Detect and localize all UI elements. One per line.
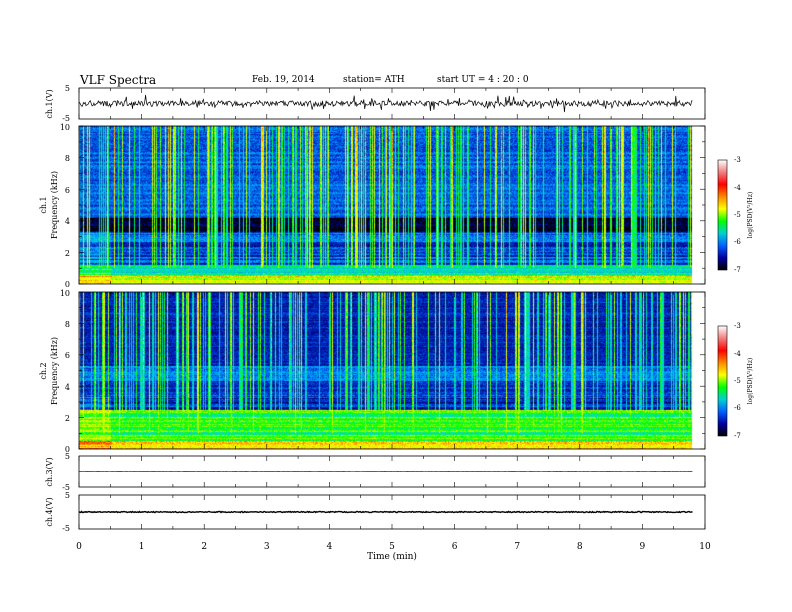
ch2-freq-ticks: 10 8 6 4 2 0 [60, 289, 70, 454]
ch2-cb-tick-3: -3 [734, 322, 741, 330]
ch4-waveform-panel: 5 -5 ch.4(V) [45, 491, 706, 533]
ch2-colorbar-label: log(PSD(V²/Hz) [747, 358, 754, 405]
ch1-ytick-top: 5 [65, 84, 70, 93]
ch1-spectrogram-panel: 10 8 6 4 2 0 ch.1 Frequency (kHz) [39, 123, 706, 289]
ch2-colorbar-scale [717, 325, 728, 437]
x-tick-6: 6 [452, 542, 458, 552]
ch1-channel-label: ch.1 [39, 196, 48, 213]
ch1-colorbar-scale [717, 159, 728, 271]
ch1-ytick-6: 6 [65, 186, 70, 195]
x-tick-2: 2 [201, 542, 207, 552]
ch2-ytick-4: 4 [65, 383, 70, 392]
ch4-ylabel: ch.4(V) [45, 497, 54, 526]
ch2-colorbar: -3 -4 -5 -6 -7 log(PSD(V²/Hz) [717, 322, 754, 440]
ch3-ytick-bottom: -5 [62, 483, 70, 492]
ch3-waveform-panel: 5 -5 ch.3(V) [45, 452, 706, 492]
time-tick-marks [78, 88, 706, 529]
x-axis: 0 1 2 3 4 5 6 7 8 9 10 Time (min) [76, 542, 711, 562]
ch2-cb-tick-4: -4 [734, 350, 741, 358]
ch1-cb-tick-6: -6 [734, 238, 741, 246]
ch1-colorbar-label: log(PSD(V²/Hz) [747, 192, 754, 239]
x-tick-1: 1 [139, 542, 145, 552]
x-tick-3: 3 [264, 542, 270, 552]
ch1-cb-tick-4: -4 [734, 184, 741, 192]
x-tick-0: 0 [76, 542, 82, 552]
ch1-cb-tick-3: -3 [734, 156, 741, 164]
ch1-ytick-4: 4 [65, 217, 70, 226]
ch4-ytick-top: 5 [65, 491, 70, 500]
ch1-ytick-8: 8 [65, 154, 70, 163]
ch1-frequency-label: Frequency (kHz) [50, 171, 59, 239]
ch1-ylabel: ch.1(V) [45, 89, 54, 118]
ch1-waveform-panel: 5 -5 ch.1(V) [45, 84, 706, 123]
ch2-ytick-0: 0 [65, 445, 70, 454]
ch2-spectrogram-panel: 10 8 6 4 2 0 ch.2 Frequency (kHz) [39, 289, 706, 454]
ch1-ytick-bottom: -5 [62, 114, 70, 123]
station-label: station= ATH [343, 75, 405, 85]
ch2-spectrogram-image [79, 292, 705, 449]
ch1-waveform-line [78, 94, 693, 113]
ch4-waveform-line [78, 510, 693, 514]
ch1-spectrogram-image [79, 126, 705, 284]
ch2-ytick-2: 2 [65, 414, 70, 423]
ch1-colorbar: -3 -4 -5 -6 -7 log(PSD(V²/Hz) [717, 156, 754, 274]
ch1-ytick-10: 10 [60, 123, 70, 132]
date-label: Feb. 19, 2014 [252, 75, 315, 85]
start-time-label: start UT = 4 : 20 : 0 [437, 75, 529, 85]
x-tick-4: 4 [327, 542, 333, 552]
ch1-ytick-0: 0 [65, 280, 70, 289]
ch3-ylabel: ch.3(V) [45, 457, 54, 486]
ch2-cb-tick-7: -7 [734, 432, 741, 440]
ch1-ytick-2: 2 [65, 249, 70, 258]
ch1-freq-ticks: 10 8 6 4 2 0 [60, 123, 70, 289]
x-tick-10: 10 [699, 542, 711, 552]
x-tick-8: 8 [577, 542, 583, 552]
ch1-cb-tick-7: -7 [734, 266, 741, 274]
ch1-cb-tick-5: -5 [734, 211, 741, 219]
ch2-ytick-6: 6 [65, 351, 70, 360]
ch4-ytick-bottom: -5 [62, 524, 70, 533]
ch2-cb-tick-6: -6 [734, 404, 741, 412]
ch3-ytick-top: 5 [65, 452, 70, 461]
x-tick-7: 7 [514, 542, 520, 552]
figure-title: VLF Spectra [79, 73, 156, 87]
ch2-frequency-label: Frequency (kHz) [50, 337, 59, 405]
x-tick-5: 5 [389, 542, 395, 552]
x-tick-9: 9 [640, 542, 646, 552]
ch2-cb-tick-5: -5 [734, 377, 741, 385]
x-axis-label: Time (min) [367, 551, 417, 562]
ch2-channel-label: ch.2 [39, 362, 48, 379]
ch2-ytick-8: 8 [65, 320, 70, 329]
ch2-ytick-10: 10 [60, 289, 70, 298]
